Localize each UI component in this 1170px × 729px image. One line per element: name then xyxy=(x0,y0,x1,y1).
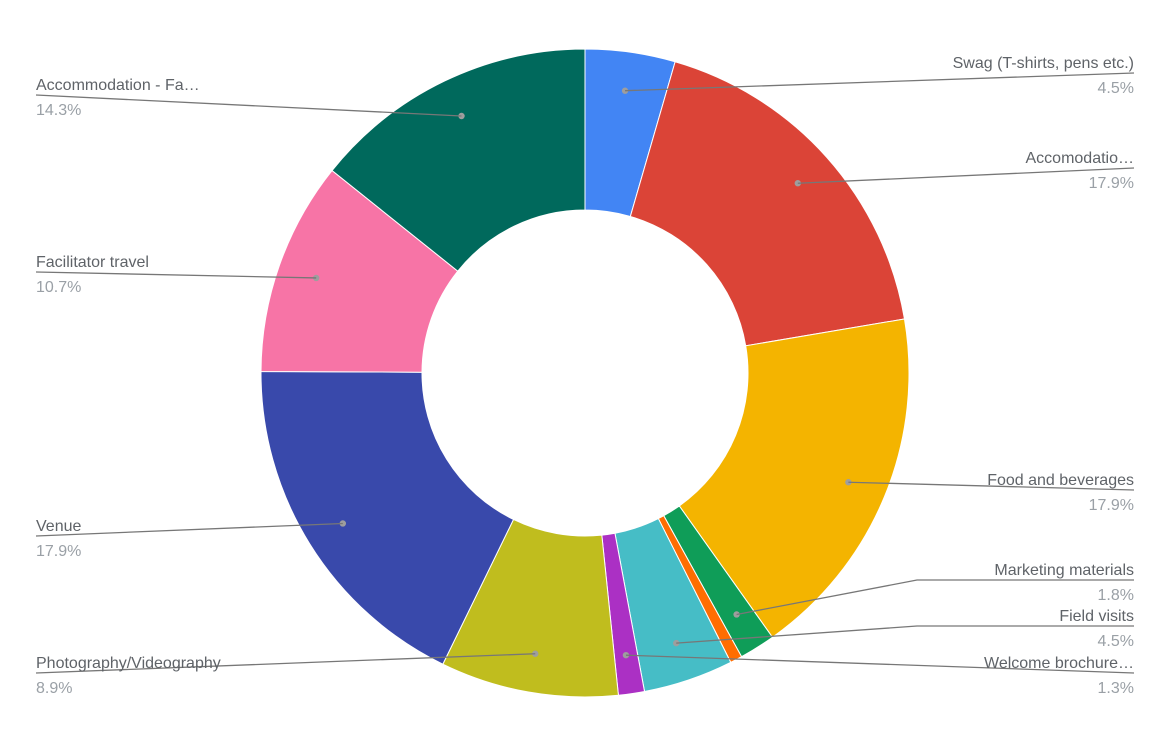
slice-percent-food-and-beverages: 17.9% xyxy=(1089,497,1134,514)
leader-line xyxy=(35,271,317,279)
slice-label-welcome-brochure: Welcome brochure… xyxy=(984,655,1134,672)
slice-label-accomodatio: Accomodatio… xyxy=(1026,150,1135,167)
leader-line xyxy=(625,654,1135,674)
label-anchor-dot xyxy=(458,112,465,120)
slice-percent-accomodatio: 17.9% xyxy=(1089,175,1134,192)
labels-group: Swag (T-shirts, pens etc.) 4.5% Accomodati… xyxy=(35,55,1135,697)
slice-percent-venue: 17.9% xyxy=(36,543,81,560)
leader-line xyxy=(625,72,1135,92)
slice-label-field-visits: Field visits xyxy=(1059,608,1134,625)
slice-label-food-and-beverages: Food and beverages xyxy=(987,472,1134,489)
slice-food-and-beverages[interactable] xyxy=(678,318,910,638)
slice-label-photography-videography: Photography/Videography xyxy=(36,655,221,672)
slice-label-marketing-materials: Marketing materials xyxy=(994,562,1134,579)
slice-label-facilitator-travel: Facilitator travel xyxy=(36,254,149,271)
slice-percent-swag-t-shirts-pens-etc: 4.5% xyxy=(1098,80,1134,97)
leader-line xyxy=(797,167,1135,184)
slice-percent-facilitator-travel: 10.7% xyxy=(36,279,81,296)
slice-percent-welcome-brochure: 1.3% xyxy=(1098,680,1134,697)
slices-group xyxy=(260,48,910,698)
slice-accomodatio[interactable] xyxy=(629,61,906,347)
label-anchor-dot xyxy=(845,479,852,486)
slice-percent-accommodation-fa: 14.3% xyxy=(36,102,81,119)
leader-line xyxy=(35,94,462,117)
slice-accommodation-fa[interactable] xyxy=(331,48,586,272)
leader-line xyxy=(35,653,536,674)
slice-percent-marketing-materials: 1.8% xyxy=(1098,587,1134,604)
leader-line xyxy=(35,522,343,537)
slice-venue[interactable] xyxy=(260,370,515,665)
slice-percent-field-visits: 4.5% xyxy=(1098,633,1134,650)
leader-line xyxy=(848,481,1135,491)
slice-percent-photography-videography: 8.9% xyxy=(36,680,72,697)
slice-label-venue: Venue xyxy=(36,518,81,535)
slice-label-accommodation-fa: Accommodation - Fa… xyxy=(36,77,200,94)
leader-line xyxy=(676,625,1134,644)
slice-label-swag-t-shirts-pens-etc: Swag (T-shirts, pens etc.) xyxy=(953,55,1134,72)
leader-line xyxy=(736,579,1134,616)
